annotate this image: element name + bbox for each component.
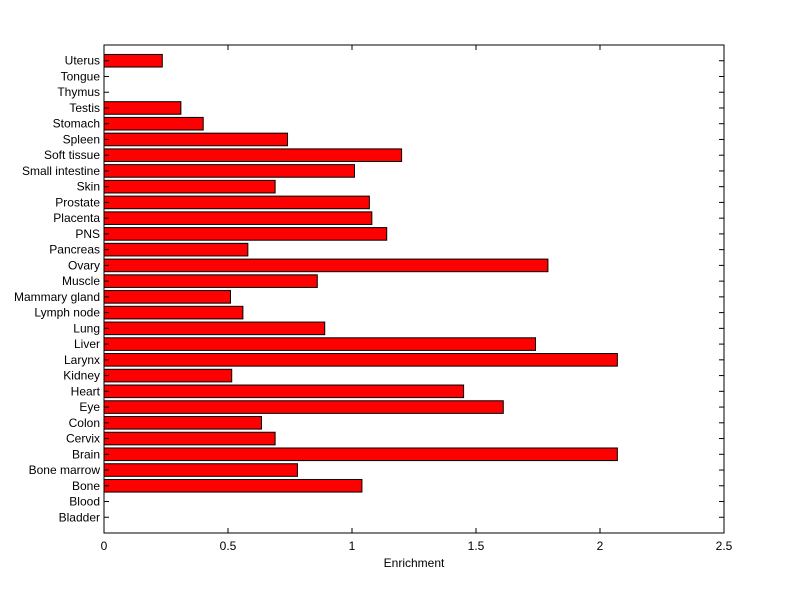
bar-bone-marrow xyxy=(103,463,298,477)
category-label: Prostate xyxy=(55,195,100,209)
category-label: Uterus xyxy=(65,54,100,68)
plot-frame xyxy=(103,44,725,534)
category-label: Placenta xyxy=(53,211,100,225)
category-label: Lymph node xyxy=(34,306,100,320)
category-label: Colon xyxy=(69,416,100,430)
category-label: Spleen xyxy=(63,132,100,146)
x-tick-label: 2 xyxy=(597,539,604,553)
bar-lung xyxy=(103,321,326,336)
category-label: Ovary xyxy=(68,258,100,272)
bar-larynx xyxy=(103,353,618,367)
bar-mammary-gland xyxy=(103,290,231,304)
ticks-group xyxy=(103,45,725,533)
category-label: Bone marrow xyxy=(29,463,101,477)
x-tick-labels: 0 0.5 1 1.5 2 2.5 xyxy=(101,539,733,553)
category-label: Liver xyxy=(74,337,100,351)
category-label: Blood xyxy=(69,495,100,509)
bar-skin xyxy=(103,179,276,194)
bar-heart xyxy=(103,384,465,399)
x-tick-label: 0.5 xyxy=(220,539,237,553)
category-label: PNS xyxy=(75,227,100,241)
category-label: Stomach xyxy=(53,117,100,131)
bar-muscle xyxy=(103,274,318,288)
bar-liver xyxy=(103,337,537,351)
category-label: Pancreas xyxy=(49,243,100,257)
category-label: Heart xyxy=(71,384,101,398)
x-tick-label: 1 xyxy=(349,539,356,553)
bar-pns xyxy=(103,227,388,241)
category-label: Larynx xyxy=(64,353,100,367)
category-label: Bone xyxy=(72,479,100,493)
category-label: Brain xyxy=(72,447,100,461)
category-label: Soft tissue xyxy=(44,148,100,162)
bar-bone xyxy=(103,478,363,493)
category-label: Cervix xyxy=(66,432,100,446)
bar-placenta xyxy=(103,211,373,225)
bar-colon xyxy=(103,416,262,430)
category-label: Kidney xyxy=(63,369,100,383)
x-tick-label: 1.5 xyxy=(468,539,485,553)
bar-prostate xyxy=(103,195,370,210)
category-label: Eye xyxy=(79,400,100,414)
bar-small-intestine xyxy=(103,164,355,178)
bar-stomach xyxy=(103,116,204,131)
category-label: Tongue xyxy=(61,69,101,83)
bar-ovary xyxy=(103,258,549,273)
category-label: Small intestine xyxy=(22,164,100,178)
bar-cervix xyxy=(103,431,276,446)
category-label: Thymus xyxy=(57,85,100,99)
bar-lymph-node xyxy=(103,305,244,320)
x-axis-title: Enrichment xyxy=(384,556,445,570)
category-label: Skin xyxy=(77,180,100,194)
bar-pancreas xyxy=(103,242,249,257)
bar-soft-tissue xyxy=(103,148,403,162)
category-label: Lung xyxy=(73,321,100,335)
x-tick-label: 2.5 xyxy=(716,539,733,553)
category-label: Mammary gland xyxy=(14,290,100,304)
bar-eye xyxy=(103,400,504,414)
category-label: Testis xyxy=(69,101,100,115)
bar-testis xyxy=(103,101,182,115)
bar-spleen xyxy=(103,132,289,147)
x-tick-label: 0 xyxy=(101,539,108,553)
bar-uterus xyxy=(103,53,163,68)
category-label: Bladder xyxy=(59,510,100,524)
category-label: Muscle xyxy=(62,274,100,288)
bar-brain xyxy=(103,447,618,462)
bar-kidney xyxy=(103,368,233,383)
